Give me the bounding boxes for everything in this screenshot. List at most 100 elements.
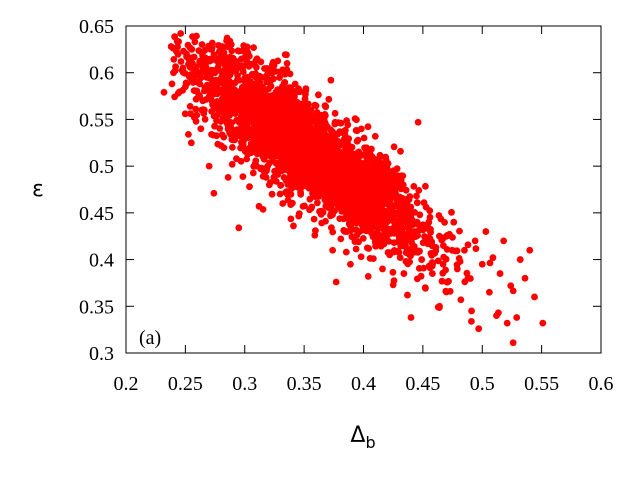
data-point bbox=[419, 239, 427, 247]
x-tick-label: 0.35 bbox=[287, 373, 322, 395]
data-point bbox=[243, 45, 250, 53]
data-point bbox=[282, 165, 289, 173]
data-point bbox=[224, 173, 232, 181]
data-point bbox=[197, 74, 205, 82]
data-point bbox=[268, 95, 276, 103]
data-point bbox=[271, 134, 279, 142]
data-point bbox=[397, 242, 405, 250]
data-point bbox=[337, 119, 345, 127]
data-point bbox=[247, 96, 255, 104]
data-point bbox=[237, 144, 244, 152]
data-point bbox=[329, 162, 336, 170]
data-point bbox=[400, 270, 408, 277]
data-point bbox=[310, 215, 318, 223]
data-point bbox=[266, 109, 274, 116]
data-point bbox=[344, 172, 352, 179]
data-point bbox=[193, 32, 200, 40]
data-point bbox=[406, 258, 413, 266]
data-point bbox=[275, 148, 283, 156]
data-point bbox=[220, 133, 228, 141]
data-point bbox=[263, 75, 271, 83]
data-point bbox=[196, 80, 204, 88]
data-point bbox=[443, 288, 450, 296]
data-point bbox=[245, 61, 253, 69]
points-layer bbox=[160, 30, 547, 347]
data-point bbox=[248, 70, 256, 78]
data-point bbox=[448, 208, 455, 216]
data-point bbox=[257, 126, 265, 134]
data-point bbox=[170, 56, 178, 63]
data-point bbox=[369, 224, 376, 231]
data-point bbox=[313, 182, 321, 190]
data-point bbox=[291, 143, 299, 151]
data-point bbox=[258, 119, 265, 127]
data-point bbox=[199, 97, 207, 104]
data-point bbox=[256, 99, 264, 106]
data-point bbox=[354, 136, 362, 144]
data-point bbox=[220, 109, 228, 116]
data-point bbox=[304, 131, 312, 139]
data-point bbox=[317, 118, 324, 126]
data-point bbox=[249, 146, 256, 154]
data-point bbox=[280, 79, 288, 87]
data-point bbox=[276, 91, 284, 99]
data-point bbox=[300, 103, 308, 111]
data-point bbox=[225, 125, 232, 133]
data-point bbox=[250, 163, 258, 170]
data-point bbox=[426, 207, 434, 215]
y-tick-label: 0.6 bbox=[89, 63, 114, 85]
data-point bbox=[204, 87, 212, 94]
data-point bbox=[268, 69, 276, 77]
data-point bbox=[404, 291, 411, 299]
data-point bbox=[242, 53, 249, 60]
data-point bbox=[208, 46, 216, 53]
data-point bbox=[208, 66, 216, 74]
data-point bbox=[350, 162, 358, 169]
data-point bbox=[307, 175, 314, 182]
data-point bbox=[379, 211, 387, 219]
x-tick-label: 0.5 bbox=[470, 373, 495, 395]
data-point bbox=[317, 123, 325, 131]
data-point bbox=[273, 123, 281, 130]
data-point bbox=[294, 183, 301, 191]
data-point bbox=[302, 137, 310, 145]
data-point bbox=[381, 223, 389, 230]
y-tick-label: 0.55 bbox=[79, 109, 114, 131]
data-point bbox=[395, 195, 403, 203]
data-point bbox=[411, 248, 419, 256]
data-point bbox=[357, 253, 365, 261]
data-point bbox=[486, 259, 494, 267]
data-point bbox=[336, 192, 344, 199]
data-point bbox=[331, 207, 338, 215]
data-point bbox=[342, 185, 350, 193]
data-point bbox=[372, 242, 379, 250]
data-point bbox=[342, 248, 350, 256]
data-point bbox=[261, 147, 268, 155]
data-point bbox=[252, 157, 260, 165]
data-point bbox=[360, 151, 368, 159]
data-point bbox=[352, 200, 359, 208]
data-point bbox=[335, 160, 342, 168]
data-point bbox=[234, 128, 242, 136]
data-point bbox=[223, 72, 231, 80]
data-point bbox=[227, 109, 235, 116]
data-point bbox=[212, 56, 220, 64]
data-point bbox=[365, 183, 373, 191]
data-point bbox=[381, 234, 388, 242]
data-point bbox=[251, 102, 259, 110]
data-point bbox=[352, 126, 360, 134]
data-point bbox=[336, 128, 344, 136]
data-point bbox=[325, 95, 333, 103]
data-point bbox=[416, 211, 424, 219]
data-point bbox=[397, 147, 404, 155]
data-point bbox=[371, 132, 379, 140]
x-axis-label-subscript: b bbox=[365, 433, 375, 452]
data-point bbox=[187, 110, 194, 118]
data-point bbox=[347, 260, 354, 268]
data-point bbox=[355, 167, 363, 175]
data-point bbox=[244, 125, 252, 132]
data-point bbox=[366, 255, 374, 262]
data-point bbox=[331, 144, 339, 152]
data-point bbox=[348, 233, 356, 241]
data-point bbox=[243, 146, 251, 153]
